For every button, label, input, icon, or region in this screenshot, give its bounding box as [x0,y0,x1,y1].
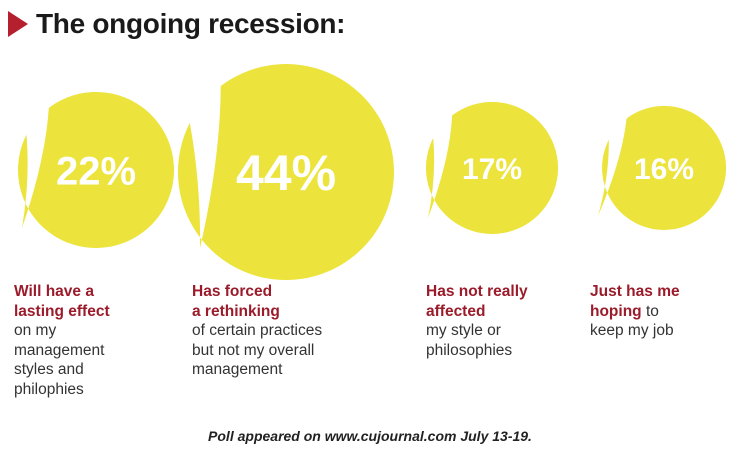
category-label-text: of certain practices but not my overall ma… [192,322,323,378]
bubble-value-label: 44% [236,145,336,201]
category-label-text: keep my job [590,322,674,339]
bubble-2: 44% [177,64,394,281]
category-label-bold: Will have a lasting effect [14,283,110,320]
category-label-text: on my management styles and philophies [14,322,105,398]
category-label-4: Just has me hoping to keep my job [590,282,680,341]
triangle-marker-icon [8,11,28,37]
bubble-value-label: 17% [462,153,522,186]
category-label-bold: Has not really affected [426,283,528,320]
chart-title: The ongoing recession: [36,8,346,39]
bubble-value-label: 22% [56,149,136,193]
category-label-2: Has forced a rethinking of certain practic… [192,282,322,380]
bubble-shape [177,64,394,281]
category-label-text: my style or philosophies [426,322,513,359]
bubble-1: 22% [18,91,175,248]
bubble-shape [426,101,559,234]
category-label-1: Will have a lasting effect on my management… [14,282,110,399]
category-label-bold: Has forced a rethinking [192,283,280,320]
bubble-3: 17% [426,101,559,234]
bubble-4: 16% [598,105,727,230]
category-label-3: Has not really affected my style or philoso… [426,282,528,360]
bubble-value-label: 16% [634,153,694,186]
category-label-bold: Just has me hoping to [590,283,680,320]
title-bar: The ongoing recession: [8,4,346,44]
bubble-shape [18,91,175,248]
footnote: Poll appeared on www.cujournal.com July … [208,428,532,444]
bubble-shape [598,105,727,230]
